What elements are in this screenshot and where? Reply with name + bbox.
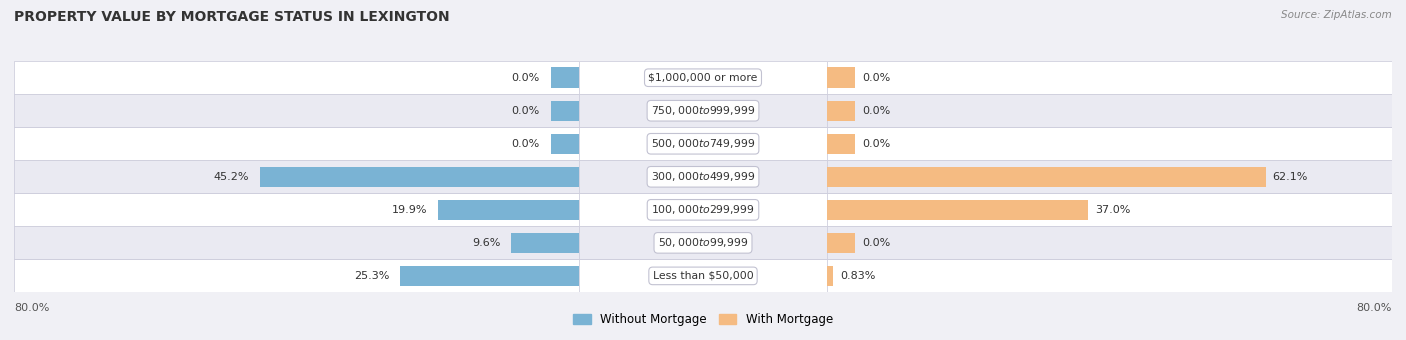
Text: 0.0%: 0.0% (512, 73, 540, 83)
Text: 80.0%: 80.0% (1357, 303, 1392, 312)
Text: 0.83%: 0.83% (841, 271, 876, 281)
Bar (551, 134, 579, 154)
Bar (14, 259, 579, 292)
Legend: Without Mortgage, With Mortgage: Without Mortgage, With Mortgage (568, 308, 838, 331)
Bar (579, 94, 827, 127)
Bar (551, 101, 579, 121)
Bar (827, 259, 1392, 292)
Bar (401, 266, 579, 286)
Text: 0.0%: 0.0% (862, 238, 891, 248)
Bar (827, 226, 1392, 259)
Text: 45.2%: 45.2% (214, 172, 249, 182)
Bar (827, 134, 855, 154)
Text: Less than $50,000: Less than $50,000 (652, 271, 754, 281)
Bar (439, 200, 579, 220)
Bar (579, 160, 827, 193)
Text: 62.1%: 62.1% (1272, 172, 1308, 182)
Bar (14, 61, 579, 94)
Text: PROPERTY VALUE BY MORTGAGE STATUS IN LEXINGTON: PROPERTY VALUE BY MORTGAGE STATUS IN LEX… (14, 10, 450, 24)
Bar (827, 94, 1392, 127)
Text: 0.0%: 0.0% (862, 139, 891, 149)
Text: $100,000 to $299,999: $100,000 to $299,999 (651, 203, 755, 216)
Text: 25.3%: 25.3% (354, 271, 389, 281)
Bar (579, 259, 827, 292)
Text: $1,000,000 or more: $1,000,000 or more (648, 73, 758, 83)
Bar (14, 226, 579, 259)
Text: Source: ZipAtlas.com: Source: ZipAtlas.com (1281, 10, 1392, 20)
Text: $750,000 to $999,999: $750,000 to $999,999 (651, 104, 755, 117)
Text: $500,000 to $749,999: $500,000 to $749,999 (651, 137, 755, 150)
Bar (827, 266, 834, 286)
Text: 9.6%: 9.6% (472, 238, 501, 248)
Text: 0.0%: 0.0% (512, 106, 540, 116)
Bar (827, 127, 1392, 160)
Bar (579, 193, 827, 226)
Bar (827, 160, 1392, 193)
Text: $50,000 to $99,999: $50,000 to $99,999 (658, 236, 748, 249)
Bar (579, 127, 827, 160)
Bar (827, 200, 1088, 220)
Bar (827, 167, 1265, 187)
Bar (827, 233, 855, 253)
Bar (260, 167, 579, 187)
Text: 0.0%: 0.0% (512, 139, 540, 149)
Text: 37.0%: 37.0% (1095, 205, 1130, 215)
Bar (827, 67, 855, 88)
Text: 0.0%: 0.0% (862, 73, 891, 83)
Bar (551, 67, 579, 88)
Text: $300,000 to $499,999: $300,000 to $499,999 (651, 170, 755, 183)
Bar (827, 101, 855, 121)
Bar (827, 61, 1392, 94)
Bar (579, 61, 827, 94)
Bar (510, 233, 579, 253)
Bar (579, 226, 827, 259)
Bar (14, 94, 579, 127)
Text: 19.9%: 19.9% (392, 205, 427, 215)
Text: 80.0%: 80.0% (14, 303, 49, 312)
Bar (14, 127, 579, 160)
Bar (827, 193, 1392, 226)
Bar (14, 160, 579, 193)
Bar (14, 193, 579, 226)
Text: 0.0%: 0.0% (862, 106, 891, 116)
